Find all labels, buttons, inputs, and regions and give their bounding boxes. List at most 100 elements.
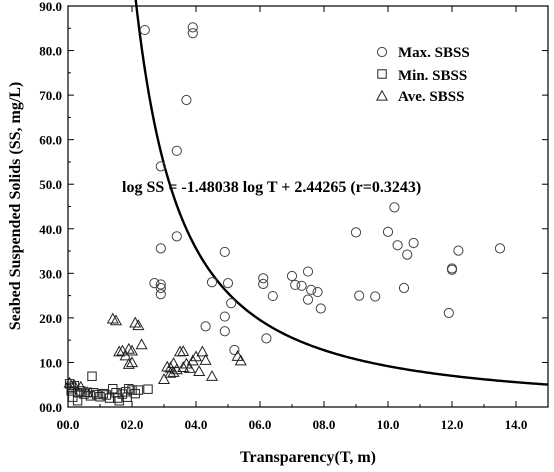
legend-label-min: Min. SBSS: [398, 68, 467, 84]
triangle-point: [164, 366, 177, 378]
circle-point: [219, 326, 230, 337]
circle-point: [171, 145, 182, 156]
circle-point: [306, 284, 317, 295]
square-point: [127, 385, 137, 395]
plot-frame: [67, 5, 549, 408]
triangle-point: [125, 344, 139, 356]
circle-point: [402, 249, 413, 260]
triangle-point: [122, 357, 135, 369]
y-tick-label: 90.0: [39, 0, 62, 14]
x-tick-label: 08.0: [313, 417, 336, 432]
circle-point: [219, 311, 230, 322]
triangle-point: [135, 338, 148, 350]
data-points: [63, 22, 506, 406]
legend-square-symbol: [377, 69, 387, 79]
triangle-point: [183, 362, 196, 373]
circle-point: [408, 237, 419, 249]
legend-triangle-symbol: [375, 89, 389, 101]
triangle-point: [167, 357, 180, 368]
x-tick-label: 02.0: [121, 417, 144, 432]
circle-point: [155, 161, 166, 172]
triangle-point: [81, 386, 94, 397]
regression-line: [134, 0, 549, 386]
circle-point: [219, 246, 230, 258]
triangle-point: [125, 356, 139, 368]
circle-point: [370, 291, 381, 302]
y-tick-label: 10.0: [39, 355, 62, 370]
circle-point: [155, 289, 166, 300]
square-point: [117, 389, 128, 399]
square-point: [87, 371, 97, 381]
circle-point: [302, 294, 314, 305]
circle-point: [446, 264, 458, 275]
square-point: [101, 390, 112, 400]
y-axis-ticks: 00.0 10.0 20.0 30.0 40.0 50.0 60.0 70.0 80.0 90.0: [39, 0, 548, 415]
circle-point: [226, 298, 237, 309]
regression-curve: [134, 0, 549, 386]
circle-point: [261, 333, 272, 344]
triangle-point: [109, 314, 123, 326]
circle-point: [181, 94, 192, 106]
triangle-point: [177, 345, 190, 356]
circle-point: [139, 24, 150, 36]
legend-label-max: Max. SBSS: [398, 45, 470, 61]
circle-point: [206, 277, 218, 288]
circle-point: [382, 226, 394, 237]
x-tick-label: 06.0: [249, 417, 272, 432]
circle-point: [187, 22, 198, 33]
circle-point: [200, 321, 211, 332]
triangle-point: [177, 361, 190, 373]
legend-circle-symbol: [376, 46, 388, 58]
circle-point: [229, 344, 240, 356]
circle-point: [290, 279, 301, 291]
legend-label-ave: Ave. SBSS: [398, 89, 464, 105]
y-tick-label: 00.0: [39, 400, 62, 415]
y-tick-label: 50.0: [39, 177, 62, 192]
x-axis-title: Transparency(T, m): [240, 449, 376, 466]
plot-border: [67, 5, 549, 408]
circle-point: [222, 278, 234, 289]
square-point: [79, 389, 89, 399]
circle-point: [312, 286, 323, 298]
y-tick-label: 60.0: [39, 133, 62, 148]
y-tick-label: 20.0: [39, 311, 62, 326]
triangle-point: [106, 312, 119, 324]
triangle-point: [63, 376, 76, 388]
triangle-point: [68, 379, 81, 391]
y-tick-label: 70.0: [39, 88, 62, 103]
triangle-point: [196, 345, 209, 357]
x-tick-label: 04.0: [185, 417, 208, 432]
circle-point: [171, 231, 182, 242]
square-point: [68, 392, 78, 402]
circle-point: [155, 279, 166, 290]
circle-point: [398, 282, 410, 294]
circle-point: [315, 303, 326, 314]
circle-point: [302, 266, 314, 277]
square-point: [130, 388, 140, 399]
circle-point: [392, 240, 403, 251]
circle-point: [443, 307, 454, 319]
circle-point: [286, 270, 298, 282]
x-tick-label: 00.0: [57, 417, 80, 432]
y-tick-label: 80.0: [39, 44, 62, 59]
circle-point: [155, 243, 166, 254]
y-axis-title: Seabed Suspended Solids (SS, mg/L): [7, 82, 24, 331]
x-axis-ticks: 00.0 02.0 04.0 06.0 08.0 10.0 12.0 14.0: [57, 6, 528, 432]
circle-point: [155, 282, 166, 294]
square-point: [92, 389, 102, 400]
triangle-point: [167, 366, 180, 377]
circle-point: [267, 290, 278, 302]
triangle-point: [74, 380, 87, 392]
triangle-point: [234, 354, 247, 366]
circle-point: [149, 278, 160, 289]
circle-point: [453, 245, 464, 256]
square-point: [124, 384, 134, 394]
x-tick-label: 14.0: [505, 417, 528, 432]
triangle-point: [122, 342, 135, 354]
triangle-point: [157, 373, 171, 385]
circle-point: [354, 290, 365, 301]
square-point: [72, 396, 83, 406]
square-point: [120, 387, 131, 397]
square-point: [95, 392, 105, 402]
